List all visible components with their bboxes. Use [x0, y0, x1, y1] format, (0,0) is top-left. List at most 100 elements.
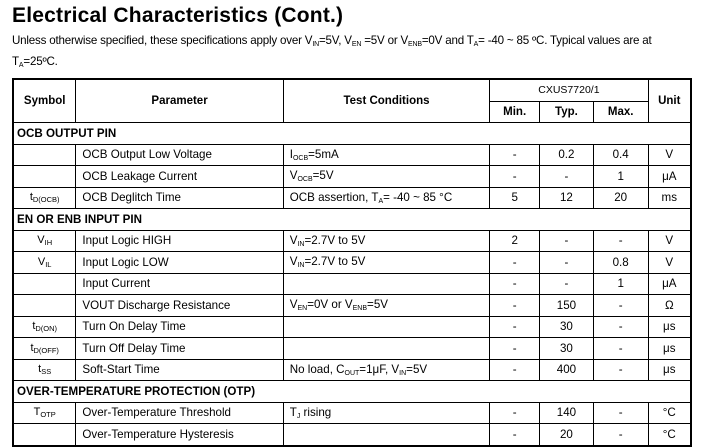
section-row: OCB OUTPUT PIN	[12, 122, 692, 145]
table-row: TOTP Over-Temperature Threshold TJ risin…	[12, 401, 692, 424]
unit-cell: V	[647, 229, 692, 252]
max-cell: -	[592, 423, 649, 446]
min-cell: 5	[489, 186, 541, 209]
test-condition-cell	[282, 337, 491, 360]
symbol-cell	[12, 272, 77, 295]
symbol-cell	[12, 294, 77, 317]
min-cell: 2	[489, 229, 541, 252]
typ-cell: 30	[539, 315, 594, 338]
table-row: Over-Temperature Hysteresis - 20 - °C	[12, 423, 692, 446]
table-row: tD(OCB) OCB Deglitch Time OCB assertion,…	[12, 186, 692, 209]
header-max: Max.	[592, 100, 649, 123]
parameter-cell: Over-Temperature Hysteresis	[75, 423, 284, 446]
test-condition-cell: VEN=0V or VENB=5V	[282, 294, 491, 317]
symbol-cell: VIL	[12, 251, 77, 274]
test-condition-cell	[282, 423, 491, 446]
table-row: VOUT Discharge Resistance VEN=0V or VENB…	[12, 294, 692, 317]
parameter-cell: Input Logic HIGH	[75, 229, 284, 252]
max-cell: 1	[592, 165, 649, 188]
test-condition-cell: OCB assertion, TA= -40 ~ 85 °C	[282, 186, 491, 209]
parameter-cell: Input Current	[75, 272, 284, 295]
typ-cell: 0.2	[539, 143, 594, 166]
symbol-cell: tSS	[12, 358, 77, 381]
unit-cell: ms	[647, 186, 692, 209]
test-condition-cell	[282, 272, 491, 295]
unit-cell: V	[647, 251, 692, 274]
typ-cell: 30	[539, 337, 594, 360]
header-unit: Unit	[647, 78, 692, 123]
unit-cell: μs	[647, 358, 692, 381]
symbol-cell: tD(ON)	[12, 315, 77, 338]
section-title: OCB OUTPUT PIN	[12, 122, 692, 145]
section-row: OVER-TEMPERATURE PROTECTION (OTP)	[12, 380, 692, 403]
typ-cell: 140	[539, 401, 594, 424]
min-cell: -	[489, 294, 541, 317]
parameter-cell: VOUT Discharge Resistance	[75, 294, 284, 317]
unit-cell: °C	[647, 401, 692, 424]
min-cell: -	[489, 272, 541, 295]
symbol-cell	[12, 423, 77, 446]
test-condition-cell	[282, 315, 491, 338]
parameter-cell: Soft-Start Time	[75, 358, 284, 381]
max-cell: 1	[592, 272, 649, 295]
typ-cell: 400	[539, 358, 594, 381]
min-cell: -	[489, 143, 541, 166]
min-cell: -	[489, 401, 541, 424]
max-cell: 0.8	[592, 251, 649, 274]
min-cell: -	[489, 423, 541, 446]
unit-cell: μA	[647, 272, 692, 295]
parameter-cell: OCB Leakage Current	[75, 165, 284, 188]
symbol-cell	[12, 165, 77, 188]
symbol-cell: tD(OFF)	[12, 337, 77, 360]
table-row: tSS Soft-Start Time No load, COUT=1μF, V…	[12, 358, 692, 381]
typ-cell: -	[539, 272, 594, 295]
min-cell: -	[489, 337, 541, 360]
parameter-cell: Input Logic LOW	[75, 251, 284, 274]
unit-cell: V	[647, 143, 692, 166]
test-condition-cell: IOCB=5mA	[282, 143, 491, 166]
header-symbol: Symbol	[12, 78, 77, 123]
max-cell: -	[592, 294, 649, 317]
unit-cell: μs	[647, 315, 692, 338]
max-cell: -	[592, 358, 649, 381]
parameter-cell: Turn Off Delay Time	[75, 337, 284, 360]
max-cell: -	[592, 337, 649, 360]
typ-cell: -	[539, 251, 594, 274]
header-test-conditions: Test Conditions	[282, 78, 491, 123]
max-cell: -	[592, 229, 649, 252]
parameter-cell: Over-Temperature Threshold	[75, 401, 284, 424]
header-part-number: CXUS7720/1	[489, 78, 649, 102]
test-condition-cell: VIN=2.7V to 5V	[282, 251, 491, 274]
section-title: OVER-TEMPERATURE PROTECTION (OTP)	[12, 380, 692, 403]
min-cell: -	[489, 251, 541, 274]
typ-cell: -	[539, 165, 594, 188]
electrical-characteristics-table: Symbol Parameter Test Conditions CXUS7720/1…	[12, 78, 692, 447]
table-row: Input Current - - 1 μA	[12, 272, 692, 295]
intro-text: Unless otherwise specified, these specif…	[12, 34, 652, 69]
max-cell: 0.4	[592, 143, 649, 166]
table-row: OCB Leakage Current VOCB=5V - - 1 μA	[12, 165, 692, 188]
parameter-cell: Turn On Delay Time	[75, 315, 284, 338]
unit-cell: °C	[647, 423, 692, 446]
unit-cell: μA	[647, 165, 692, 188]
max-cell: -	[592, 315, 649, 338]
min-cell: -	[489, 315, 541, 338]
min-cell: -	[489, 358, 541, 381]
symbol-cell: TOTP	[12, 401, 77, 424]
test-condition-cell: VOCB=5V	[282, 165, 491, 188]
header-typ: Typ.	[539, 100, 594, 123]
test-condition-cell: TJ rising	[282, 401, 491, 424]
symbol-cell: tD(OCB)	[12, 186, 77, 209]
unit-cell: Ω	[647, 294, 692, 317]
parameter-cell: OCB Deglitch Time	[75, 186, 284, 209]
max-cell: 20	[592, 186, 649, 209]
typ-cell: 12	[539, 186, 594, 209]
table-row: VIL Input Logic LOW VIN=2.7V to 5V - - 0…	[12, 251, 692, 274]
max-cell: -	[592, 401, 649, 424]
min-cell: -	[489, 165, 541, 188]
symbol-cell: VIH	[12, 229, 77, 252]
header-parameter: Parameter	[75, 78, 284, 123]
table-row: tD(OFF) Turn Off Delay Time - 30 - μs	[12, 337, 692, 360]
section-row: EN OR ENB INPUT PIN	[12, 208, 692, 231]
table-row: tD(ON) Turn On Delay Time - 30 - μs	[12, 315, 692, 338]
